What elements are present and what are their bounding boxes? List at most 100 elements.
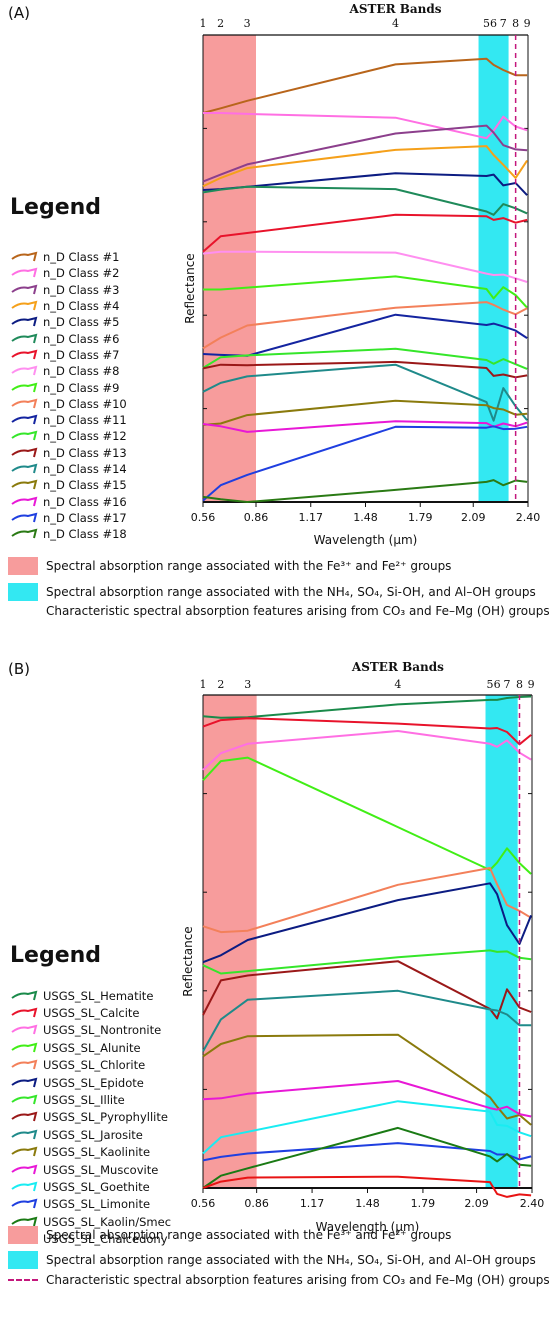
series-line-n-d-class-7 <box>202 213 528 253</box>
legend-label: n_D Class #9 <box>43 380 120 395</box>
legend-swatch <box>11 447 38 457</box>
legend-label: USGS_SL_Calcite <box>43 1006 140 1021</box>
legend-label: USGS_SL_Jarosite <box>43 1127 143 1142</box>
co3-range-text: Characteristic spectral absorption featu… <box>46 1273 550 1287</box>
legend-swatch <box>11 1025 38 1035</box>
band-label: 5 <box>486 678 493 691</box>
legend-item: n_D Class #17 <box>10 510 127 526</box>
panel-b-nh4-note: Spectral absorption range associated wit… <box>8 1251 536 1269</box>
series-line-usgs-sl-kaolin-smec <box>202 1126 532 1189</box>
band-label: 1 <box>200 678 207 691</box>
legend-label: n_D Class #11 <box>43 413 127 428</box>
legend-label: n_D Class #16 <box>43 494 127 509</box>
legend-swatch <box>11 1129 38 1140</box>
legend-item: n_D Class #6 <box>10 330 127 346</box>
legend-item: n_D Class #9 <box>10 379 127 395</box>
series-line-n-d-class-9 <box>203 275 528 309</box>
legend-label: n_D Class #4 <box>43 299 120 314</box>
band-label: 3 <box>244 678 251 691</box>
legend-item: n_D Class #3 <box>10 282 127 298</box>
nh4-range-text: Spectral absorption range associated wit… <box>46 585 536 599</box>
legend-label: n_D Class #3 <box>43 282 120 297</box>
legend-label: USGS_SL_Epidote <box>43 1075 144 1090</box>
legend-item: USGS_SL_Alunite <box>10 1039 171 1056</box>
x-tick-label: 1.48 <box>355 1197 380 1210</box>
legend-label: USGS_SL_Chlorite <box>43 1058 146 1073</box>
legend-swatch <box>11 333 38 343</box>
series-line-n-d-class-15 <box>202 399 528 426</box>
legend-item: USGS_SL_Kaolinite <box>10 1144 171 1161</box>
legend-swatch <box>11 251 38 262</box>
legend-label: n_D Class #13 <box>43 445 127 460</box>
series-line-usgs-sl-chlorite <box>202 867 532 934</box>
legend-swatch <box>11 1094 38 1105</box>
x-tick-label: 1.79 <box>411 1197 436 1210</box>
legend-item: USGS_SL_Pyrophyllite <box>10 1109 171 1126</box>
series-line-n-d-class-18 <box>202 479 528 503</box>
series-line-n-d-class-1 <box>202 57 528 114</box>
series-line-n-d-class-13 <box>202 360 528 379</box>
panel-b-legend-title: Legend <box>10 943 102 968</box>
series-line-usgs-sl-limonite <box>202 1142 532 1162</box>
legend-swatch <box>11 463 38 474</box>
legend-swatch <box>11 1199 38 1209</box>
band-label: 9 <box>524 17 531 30</box>
legend-item: n_D Class #11 <box>10 412 127 428</box>
legend-swatch <box>11 431 38 441</box>
legend-item: n_D Class #2 <box>10 265 127 281</box>
band-label: 7 <box>500 17 507 30</box>
legend-item: USGS_SL_Calcite <box>10 1004 171 1021</box>
legend-swatch <box>11 316 38 327</box>
legend-swatch <box>11 1216 38 1227</box>
x-axis-label: Wavelength (μm) <box>314 533 418 547</box>
legend-swatch <box>11 1181 38 1192</box>
band-label: 6 <box>494 678 501 691</box>
series-line-usgs-sl-calcite <box>202 717 532 746</box>
legend-swatch <box>11 1164 38 1174</box>
legend-label: n_D Class #7 <box>43 347 120 362</box>
fe-range-text: Spectral absorption range associated wit… <box>46 559 452 573</box>
nh4-absorption-band <box>485 695 518 1188</box>
legend-item: USGS_SL_Goethite <box>10 1178 171 1195</box>
legend-label: n_D Class #14 <box>43 462 127 476</box>
legend-swatch <box>11 512 38 523</box>
legend-item: n_D Class #7 <box>10 347 127 363</box>
co3-range-text: Characteristic spectral absorption featu… <box>46 604 550 618</box>
fe-range-swatch <box>8 557 38 575</box>
legend-swatch <box>11 990 38 1000</box>
legend-label: n_D Class #17 <box>43 510 127 525</box>
fe-range-text: Spectral absorption range associated wit… <box>46 1228 452 1242</box>
series-line-n-d-class-4 <box>202 145 528 188</box>
band-axis-title: ASTER Bands <box>349 2 442 16</box>
band-label: 9 <box>528 678 535 691</box>
series-line-n-d-class-8 <box>202 250 528 283</box>
legend-label: n_D Class #5 <box>43 315 120 330</box>
legend-swatch <box>11 479 38 490</box>
legend-label: USGS_SL_Chalcedony <box>43 1232 168 1247</box>
series-line-usgs-sl-chalcedony <box>202 1175 532 1198</box>
nh4-range-swatch <box>8 583 38 601</box>
legend-swatch <box>11 365 38 376</box>
panel-a-nh4-note: Spectral absorption range associated wit… <box>8 583 536 601</box>
series-line-n-d-class-11 <box>202 313 528 357</box>
band-label: 8 <box>516 678 523 691</box>
band-label: 8 <box>512 17 519 30</box>
band-label: 1 <box>200 17 207 30</box>
legend-swatch <box>11 349 38 360</box>
legend-label: USGS_SL_Kaolin/Smec <box>43 1214 172 1229</box>
legend-label: USGS_SL_Goethite <box>43 1179 150 1194</box>
fe-absorption-band <box>203 695 257 1188</box>
legend-swatch <box>11 1146 38 1157</box>
legend-item: USGS_SL_Epidote <box>10 1074 171 1091</box>
co3-range-blank <box>8 602 38 620</box>
legend-swatch <box>11 414 38 425</box>
legend-item: n_D Class #15 <box>10 477 127 493</box>
legend-label: USGS_SL_Pyrophyllite <box>43 1110 168 1125</box>
legend-label: USGS_SL_Illite <box>43 1093 125 1108</box>
series-line-usgs-sl-nontronite <box>202 730 532 771</box>
nh4-range-swatch <box>8 1251 38 1269</box>
legend-item: USGS_SL_Nontronite <box>10 1022 171 1039</box>
x-tick-label: 1.17 <box>300 1197 325 1210</box>
legend-label: n_D Class #18 <box>43 527 127 542</box>
legend-item: USGS_SL_Chlorite <box>10 1057 171 1074</box>
